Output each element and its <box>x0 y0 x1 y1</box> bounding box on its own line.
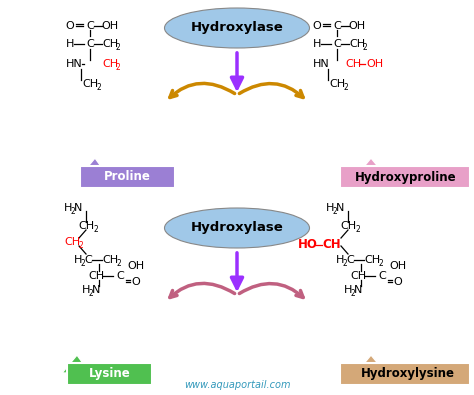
Text: 2: 2 <box>333 207 337 216</box>
Text: CH: CH <box>102 39 118 49</box>
Text: HN: HN <box>313 59 329 69</box>
Text: OH: OH <box>390 261 407 271</box>
Text: CH: CH <box>323 239 341 252</box>
Text: OH: OH <box>366 59 383 69</box>
Text: H: H <box>313 39 321 49</box>
Text: C: C <box>346 255 354 265</box>
Polygon shape <box>356 355 386 373</box>
Text: CH: CH <box>102 59 118 69</box>
Text: H: H <box>326 203 334 213</box>
Text: C: C <box>86 21 94 31</box>
Text: H: H <box>74 255 82 265</box>
Text: C: C <box>333 21 341 31</box>
Text: O: O <box>393 277 402 287</box>
Text: 2: 2 <box>97 83 101 92</box>
Polygon shape <box>62 355 90 373</box>
Text: Hydroxyproline: Hydroxyproline <box>355 171 457 184</box>
Ellipse shape <box>164 8 310 48</box>
Text: C: C <box>86 39 94 49</box>
Text: HN: HN <box>65 59 82 69</box>
Text: 2: 2 <box>117 258 121 267</box>
Text: H: H <box>66 39 74 49</box>
Text: O: O <box>132 277 140 287</box>
Text: 2: 2 <box>116 43 120 51</box>
Text: H: H <box>64 203 72 213</box>
Text: C: C <box>116 271 124 281</box>
FancyBboxPatch shape <box>80 166 175 188</box>
Polygon shape <box>80 158 108 176</box>
FancyBboxPatch shape <box>67 363 152 385</box>
Text: CH: CH <box>78 221 94 231</box>
Text: HO: HO <box>298 239 318 252</box>
Text: 2: 2 <box>71 207 75 216</box>
FancyBboxPatch shape <box>340 166 470 188</box>
Text: CH: CH <box>64 237 80 247</box>
Text: OH: OH <box>348 21 365 31</box>
Text: 2: 2 <box>379 258 383 267</box>
Text: N: N <box>336 203 344 213</box>
Text: O: O <box>313 21 321 31</box>
Text: OH: OH <box>128 261 145 271</box>
Text: 2: 2 <box>79 241 83 250</box>
Text: CH: CH <box>350 271 366 281</box>
Text: Proline: Proline <box>103 171 150 184</box>
Text: OH: OH <box>101 21 118 31</box>
Text: Hydroxylysine: Hydroxylysine <box>361 367 455 380</box>
Text: CH: CH <box>345 59 361 69</box>
Text: 2: 2 <box>344 83 348 92</box>
Text: CH: CH <box>349 39 365 49</box>
Text: O: O <box>65 21 74 31</box>
Text: C: C <box>378 271 386 281</box>
Text: CH: CH <box>340 221 356 231</box>
Polygon shape <box>356 158 386 176</box>
Text: CH: CH <box>82 79 98 89</box>
Text: 2: 2 <box>116 62 120 71</box>
Text: Hydroxylase: Hydroxylase <box>191 222 283 235</box>
Text: H: H <box>344 285 352 295</box>
Text: C: C <box>84 255 92 265</box>
Text: N: N <box>74 203 82 213</box>
Text: CH: CH <box>364 255 380 265</box>
Text: Hydroxylase: Hydroxylase <box>191 21 283 34</box>
Text: Lysine: Lysine <box>89 367 131 380</box>
Ellipse shape <box>164 208 310 248</box>
Text: 2: 2 <box>94 224 99 233</box>
Text: www.aquaportail.com: www.aquaportail.com <box>184 380 290 390</box>
Text: CH: CH <box>102 255 118 265</box>
Text: CH: CH <box>329 79 345 89</box>
Text: H: H <box>336 255 344 265</box>
Text: 2: 2 <box>81 258 85 267</box>
Text: CH: CH <box>88 271 104 281</box>
Text: 2: 2 <box>363 43 367 51</box>
Text: N: N <box>92 285 100 295</box>
Text: 2: 2 <box>351 288 356 297</box>
Text: 2: 2 <box>89 288 93 297</box>
FancyBboxPatch shape <box>340 363 470 385</box>
Text: C: C <box>333 39 341 49</box>
Text: 2: 2 <box>356 224 360 233</box>
Text: N: N <box>354 285 362 295</box>
Text: H: H <box>82 285 90 295</box>
Text: 2: 2 <box>343 258 347 267</box>
